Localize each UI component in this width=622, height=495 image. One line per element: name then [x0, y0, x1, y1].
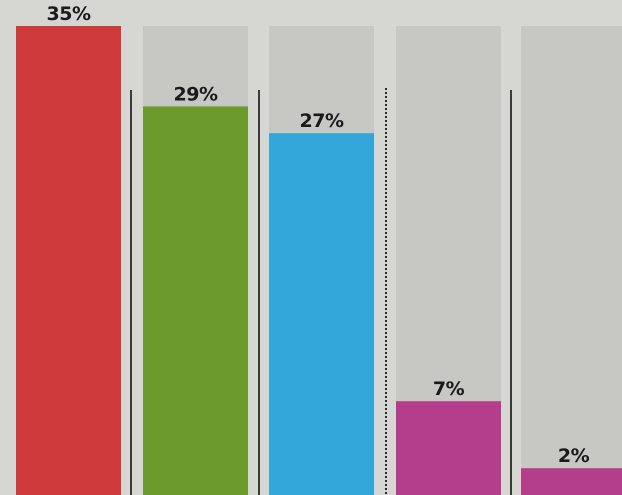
data-bars — [16, 26, 622, 495]
bar-value-label: 27% — [300, 110, 344, 132]
bar — [521, 468, 622, 495]
bar — [396, 401, 501, 495]
background-bar — [521, 26, 622, 495]
bar-separators — [130, 88, 512, 495]
bar-value-label: 29% — [174, 83, 218, 105]
value-labels: 35% 29% 27% 7% 2% — [47, 3, 591, 467]
bar-value-label: 7% — [433, 378, 465, 400]
bar — [269, 133, 374, 495]
bar-value-label: 35% — [47, 3, 91, 25]
bar-value-label: 2% — [558, 445, 590, 467]
bar — [143, 106, 248, 495]
bar — [16, 26, 121, 495]
